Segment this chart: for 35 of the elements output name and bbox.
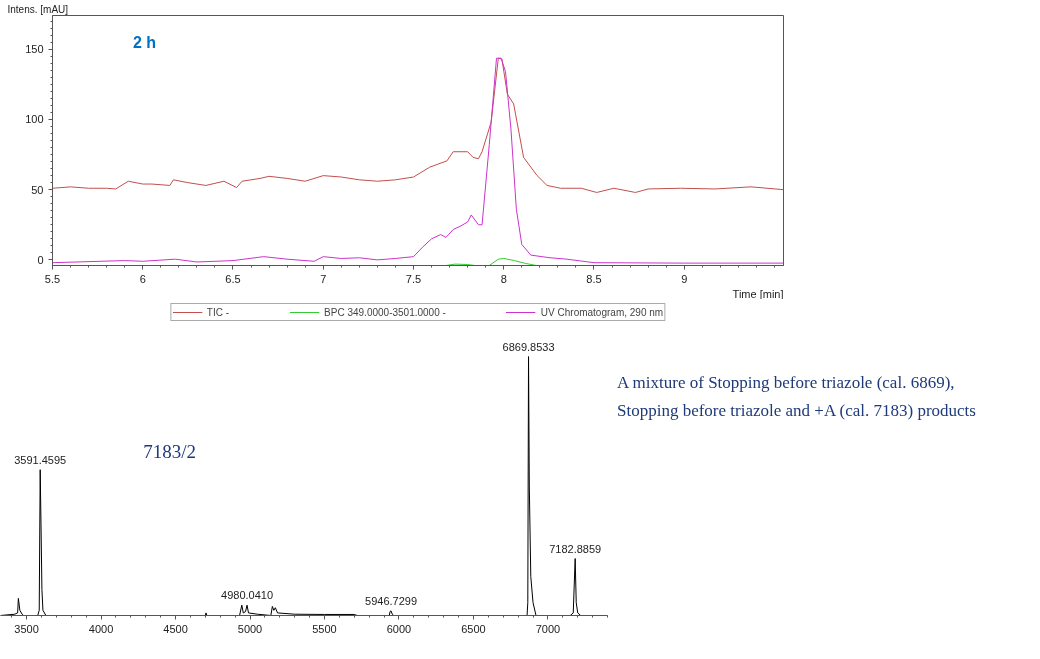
x-tick-label: 5000 [237, 622, 263, 635]
x-tick-label: 5500 [312, 622, 337, 635]
annotation: 2 h [132, 33, 157, 51]
annotation: 7183/2 [143, 440, 196, 462]
annotation: 7182.8859 [549, 542, 602, 555]
legend-label: BPC 349.0000-3501.0000 - [324, 305, 446, 319]
y-tick-label: 150 [25, 43, 44, 56]
annotation: 6869.8533 [502, 340, 555, 353]
x-tick-label: 6000 [386, 622, 412, 635]
annotation: 3591.4595 [14, 453, 67, 466]
line-series [52, 57, 784, 193]
x-tick-label: 7000 [535, 622, 561, 635]
x-tick-label: 3500 [14, 622, 39, 635]
x-tick-label: 7.5 [405, 272, 422, 285]
x-tick-label: 9 [681, 272, 688, 285]
x-tick-label: 8 [500, 272, 507, 285]
legend-label: UV Chromatogram, 290 nm [540, 305, 664, 319]
x-tick-label: 7 [320, 272, 327, 285]
legend-label: TIC - [206, 305, 230, 319]
text: Stopping before triazole and +A (cal. 7183) products [617, 401, 976, 420]
x-tick-label: 4000 [88, 622, 114, 635]
y-axis-title: Intens. [mAU] [7, 3, 69, 15]
x-tick-label: 6500 [461, 622, 486, 635]
annotation: 5946.7299 [365, 594, 418, 607]
text: A mixture of Stopping before triazole (cal. 6869), [617, 373, 955, 392]
x-tick-label: 8.5 [586, 272, 602, 285]
y-tick-label: 50 [31, 183, 44, 196]
x-tick-label: 6 [139, 272, 146, 285]
x-axis-title: Time [min] [732, 287, 784, 300]
x-tick-label: 6.5 [225, 272, 241, 285]
y-tick-label: 100 [25, 113, 44, 126]
x-tick-label: 4500 [163, 622, 188, 635]
x-tick-label: 5.5 [44, 272, 61, 285]
y-tick-label: 0 [37, 253, 44, 266]
annotation: 4980.0410 [221, 589, 274, 602]
